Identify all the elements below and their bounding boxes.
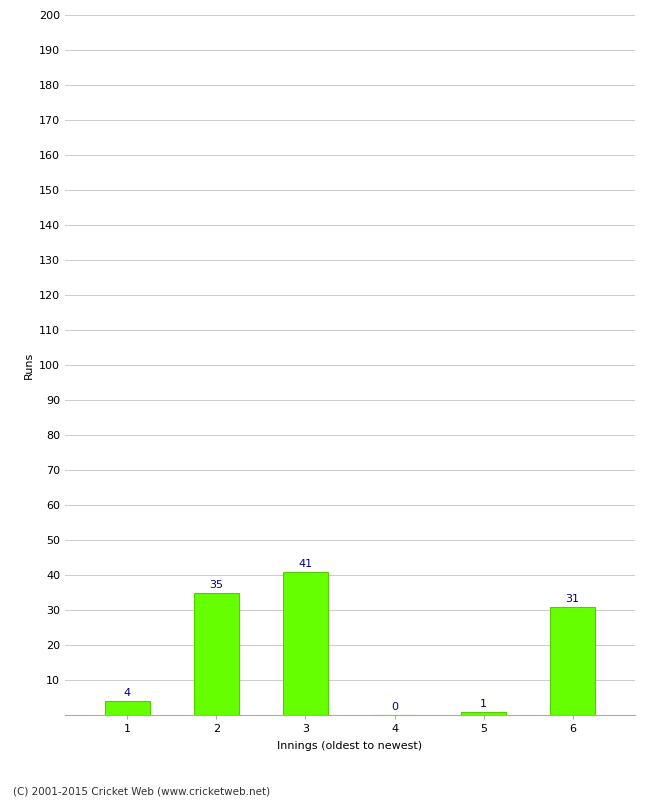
Bar [194,593,239,715]
Text: (C) 2001-2015 Cricket Web (www.cricketweb.net): (C) 2001-2015 Cricket Web (www.cricketwe… [13,786,270,796]
Text: 41: 41 [298,558,313,569]
Bar [283,571,328,715]
Bar [105,701,150,715]
Text: 31: 31 [566,594,580,604]
Y-axis label: Runs: Runs [23,351,33,378]
Text: 0: 0 [391,702,398,712]
Bar [462,711,506,715]
Text: 1: 1 [480,698,487,709]
Text: 4: 4 [124,688,131,698]
Text: 35: 35 [209,580,224,590]
Bar [551,606,595,715]
X-axis label: Innings (oldest to newest): Innings (oldest to newest) [278,741,422,751]
